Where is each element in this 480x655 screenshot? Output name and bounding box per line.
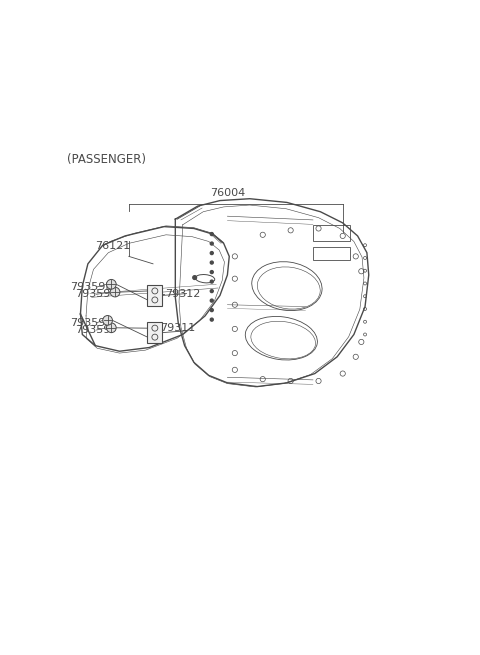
Text: 79359B: 79359B <box>71 318 113 328</box>
Text: 79359B: 79359B <box>71 282 113 292</box>
Bar <box>147 322 162 343</box>
Circle shape <box>210 242 213 245</box>
Text: 76004: 76004 <box>210 187 245 198</box>
Circle shape <box>210 252 213 255</box>
Text: 79359: 79359 <box>75 325 110 335</box>
Circle shape <box>110 288 120 297</box>
Text: 79359: 79359 <box>75 290 110 299</box>
Circle shape <box>210 290 213 293</box>
Circle shape <box>210 271 213 274</box>
Bar <box>147 285 162 306</box>
Circle shape <box>210 261 213 264</box>
Circle shape <box>210 233 213 236</box>
Circle shape <box>107 323 116 333</box>
Text: (PASSENGER): (PASSENGER) <box>67 153 146 166</box>
Text: 76121: 76121 <box>96 242 131 252</box>
Circle shape <box>107 280 116 289</box>
Text: 79312: 79312 <box>165 290 200 299</box>
Circle shape <box>193 276 196 280</box>
Circle shape <box>210 280 213 283</box>
Circle shape <box>210 318 213 321</box>
Text: 79311: 79311 <box>160 323 196 333</box>
Circle shape <box>210 309 213 312</box>
Circle shape <box>210 299 213 302</box>
Circle shape <box>103 316 112 325</box>
